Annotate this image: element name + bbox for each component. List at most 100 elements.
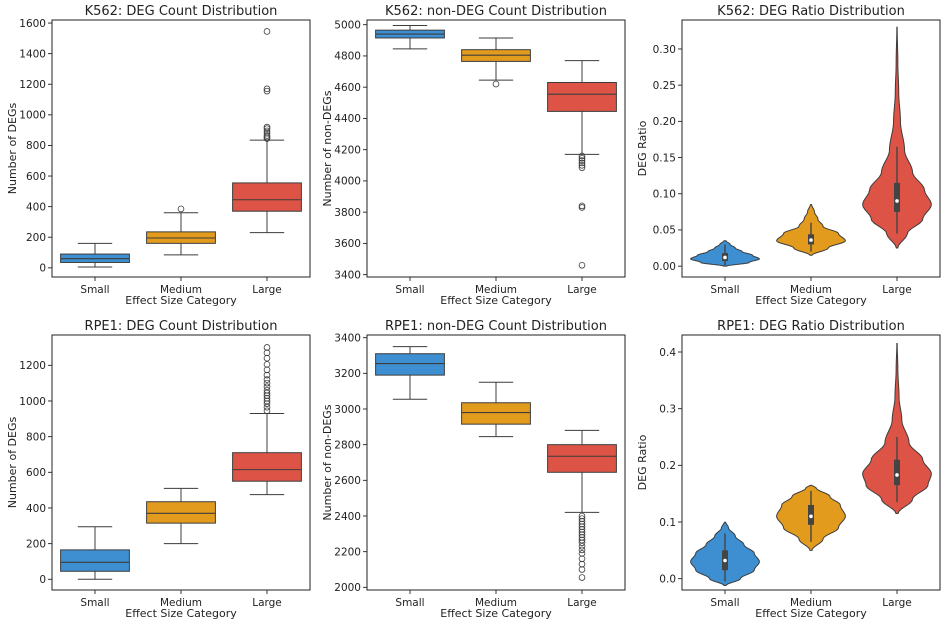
x-tick-label: Small [395,284,424,296]
y-tick-label: 3200 [334,368,361,380]
outlier-point [263,132,271,139]
box-large [547,60,617,269]
y-tick-label: 0.3 [659,403,676,415]
median-point [809,514,813,519]
outlier-point [578,566,586,573]
x-tick-label: Medium [160,597,202,609]
outlier-point [263,366,271,374]
outlier-point [578,261,586,269]
y-tick-label: 0.30 [653,44,676,56]
outlier-point [263,349,271,357]
y-tick-label: 2400 [334,511,361,523]
box-iqr [232,182,302,212]
x-tick-label: Medium [790,597,832,609]
y-tick-label: 0.0 [659,573,676,585]
y-tick-label: 3800 [334,207,361,219]
y-tick-label: 3400 [334,269,361,281]
x-tick-label: Large [567,284,597,296]
y-tick-label: 4400 [334,113,361,125]
outlier-point [578,515,586,522]
x-tick-label: Medium [160,284,202,296]
y-tick-label: 3600 [334,238,361,250]
x-tick-label: Medium [790,284,832,296]
outlier-point [263,386,271,394]
violin-medium [776,484,846,551]
box-medium [461,37,531,88]
outlier-point [263,389,271,397]
x-tick-label: Medium [475,284,517,296]
box-iqr [60,549,130,572]
y-tick-label: 0 [39,263,46,275]
y-tick-label: 4000 [334,176,361,188]
y-tick-label: 1000 [19,110,46,122]
median-point [723,255,727,260]
y-axis-label: Number of non-DEGs [321,90,334,206]
outlier-point [263,361,271,368]
outlier-point [263,376,271,383]
outlier-point [578,523,586,530]
box-small [375,24,445,50]
y-axis-label: Number of DEGs [6,417,19,509]
box-medium [146,205,216,256]
outlier-point [263,392,271,399]
y-axis-label: DEG Ratio [636,120,649,176]
chart-title: RPE1: DEG Count Distribution [85,319,278,334]
box-small [60,242,130,268]
x-axis-label: Effect Size Category [125,607,237,620]
inner-box [894,182,900,212]
x-tick-label: Large [567,597,597,609]
inner-box [894,459,900,486]
y-tick-label: 1600 [19,18,46,30]
y-tick-label: 0.20 [653,116,676,128]
outlier-point [578,164,586,171]
y-tick-label: 3000 [334,404,361,416]
y-axis-label: DEG Ratio [636,434,649,490]
y-tick-label: 600 [26,171,46,183]
box-large [547,429,617,581]
median-point [895,199,899,203]
box-medium [461,381,531,438]
y-tick-label: 600 [26,467,46,479]
y-tick-label: 4800 [334,51,361,63]
plot-frame [51,334,311,591]
box-large [232,28,302,234]
chart-title: K562: non-DEG Count Distribution [385,4,607,19]
violin-medium [776,204,846,256]
chart-panel-3: K562: DEG Ratio Distribution 0.00 0.05 0.10… [636,4,941,307]
outlier-point [578,534,586,541]
outlier-point [578,536,586,544]
outlier-point [177,205,185,213]
x-axis-label: Effect Size Category [755,294,867,307]
violin-body [862,26,932,249]
chart-panel-4: RPE1: DEG Count Distribution 0 200 400 600 80… [6,319,311,620]
outlier-point [263,395,271,402]
chart-title: RPE1: DEG Ratio Distribution [717,319,905,334]
outlier-point [578,512,586,520]
box-small [375,346,445,400]
y-axis-label: Number of non-DEGs [321,404,334,520]
x-axis-label: Effect Size Category [440,607,552,620]
y-tick-label: 1200 [19,79,46,91]
y-tick-label: 0.1 [659,517,676,529]
outlier-point [578,157,586,164]
plot-frame [681,19,941,278]
box-iqr [232,452,302,482]
outlier-point [578,550,586,557]
y-tick-label: 0.10 [653,189,676,201]
x-tick-label: Large [882,597,912,609]
y-tick-label: 2200 [334,546,361,558]
box-small [60,526,130,580]
x-tick-label: Medium [475,597,517,609]
y-tick-label: 0.25 [653,80,676,92]
x-tick-label: Large [882,284,912,296]
y-tick-label: 5000 [334,19,361,31]
outlier-point [263,344,271,351]
outlier-point [263,371,271,379]
y-tick-label: 400 [26,201,46,213]
box-iqr [547,81,617,112]
y-tick-label: 200 [26,232,46,244]
y-tick-label: 200 [26,538,46,550]
x-tick-label: Small [710,284,739,296]
outlier-point [578,531,586,539]
chart-title: K562: DEG Count Distribution [85,4,278,19]
